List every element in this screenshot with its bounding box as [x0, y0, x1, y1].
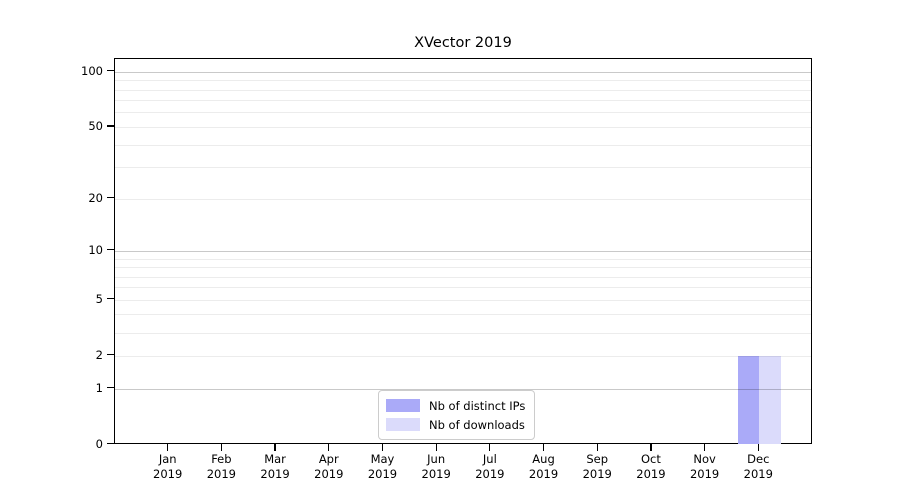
y-tick-mark [107, 386, 114, 389]
x-tick-month: Dec [747, 452, 770, 466]
y-tick-label: 5 [95, 291, 103, 306]
minor-gridline [115, 198, 811, 200]
minor-gridline [115, 144, 811, 146]
x-tick-month: Mar [264, 452, 286, 466]
x-tick-mark [757, 444, 759, 451]
legend-label-distinct-ips: Nb of distinct IPs [429, 398, 526, 413]
minor-gridline [115, 299, 811, 301]
y-tick-label: 20 [88, 190, 103, 205]
x-tick-label: Apr 2019 [301, 452, 357, 482]
y-tick-label: 2 [95, 347, 103, 362]
legend: Nb of distinct IPs Nb of downloads [378, 390, 536, 440]
y-tick-mark [107, 196, 114, 199]
x-tick-label: Jul 2019 [462, 452, 518, 482]
x-tick-mark [542, 444, 545, 451]
x-tick-year: 2019 [153, 467, 183, 481]
minor-gridline [115, 287, 811, 289]
minor-gridline [115, 276, 811, 278]
x-tick-month: Nov [693, 452, 716, 466]
x-tick-year: 2019 [475, 467, 505, 481]
y-tick-mark [107, 249, 114, 251]
y-tick-mark [107, 70, 114, 72]
y-tick-label: 50 [88, 118, 103, 133]
y-tick-mark [107, 125, 114, 127]
x-tick-year: 2019 [582, 467, 612, 481]
x-tick-month: May [370, 452, 395, 466]
minor-gridline [115, 267, 811, 268]
minor-gridline [115, 332, 811, 334]
x-tick-month: Jun [427, 452, 446, 466]
x-tick-label: Oct 2019 [623, 452, 679, 482]
major-gridline [115, 71, 811, 73]
plot-area [114, 58, 812, 445]
x-tick-year: 2019 [206, 467, 237, 481]
y-tick-mark [107, 354, 114, 356]
minor-gridline [115, 126, 811, 128]
y-tick-mark [107, 442, 114, 445]
x-tick-year: 2019 [260, 467, 290, 481]
minor-gridline [115, 100, 811, 102]
x-tick-mark [596, 444, 598, 451]
x-tick-mark [274, 444, 276, 451]
x-tick-label: Aug 2019 [516, 452, 572, 482]
x-tick-year: 2019 [421, 467, 451, 481]
x-tick-mark [703, 444, 706, 451]
x-tick-mark [435, 444, 437, 451]
legend-item-distinct-ips: Nb of distinct IPs [386, 396, 525, 415]
minor-gridline [115, 167, 811, 169]
minor-gridline [115, 80, 811, 82]
x-tick-year: 2019 [743, 467, 773, 481]
x-tick-year: 2019 [314, 467, 344, 481]
x-tick-label: Mar 2019 [247, 452, 303, 482]
x-tick-year: 2019 [636, 467, 666, 481]
x-tick-mark [381, 444, 384, 451]
x-tick-month: Sep [586, 452, 609, 466]
x-tick-mark [220, 444, 223, 451]
x-tick-label: Nov 2019 [677, 452, 733, 482]
x-tick-year: 2019 [528, 467, 559, 481]
x-tick-mark [328, 444, 330, 451]
x-tick-year: 2019 [367, 467, 398, 481]
y-tick-label: 1 [95, 380, 103, 395]
y-tick-label: 0 [95, 436, 103, 451]
y-tick-label: 10 [88, 242, 103, 257]
x-tick-month: Jan [158, 452, 177, 466]
x-tick-label: Feb 2019 [193, 452, 249, 482]
minor-gridline [115, 89, 811, 91]
x-tick-month: Jul [482, 452, 497, 466]
x-tick-month: Apr [318, 452, 339, 466]
minor-gridline [115, 112, 811, 114]
y-tick-label: 100 [81, 63, 103, 78]
x-tick-mark [167, 444, 169, 451]
x-tick-label: Jun 2019 [408, 452, 464, 482]
x-tick-label: Sep 2019 [569, 452, 625, 482]
x-tick-label: Dec 2019 [730, 452, 786, 482]
legend-label-downloads: Nb of downloads [429, 417, 525, 432]
x-tick-mark [650, 444, 652, 451]
minor-gridline [115, 314, 811, 316]
minor-gridline [115, 258, 811, 260]
legend-item-downloads: Nb of downloads [386, 415, 525, 434]
y-tick-mark [107, 298, 114, 300]
x-tick-label: Jan 2019 [140, 452, 196, 482]
major-gridline [115, 388, 811, 390]
legend-swatch-distinct-ips [386, 399, 420, 412]
bar-dec-s0 [737, 355, 760, 445]
chart-title: XVector 2019 [414, 35, 512, 51]
x-tick-month: Aug [532, 452, 555, 466]
minor-gridline [115, 355, 811, 357]
x-tick-label: May 2019 [354, 452, 410, 482]
major-gridline [115, 250, 811, 252]
x-tick-mark [489, 444, 491, 451]
x-tick-month: Feb [211, 452, 232, 466]
x-tick-year: 2019 [689, 467, 720, 481]
bar-dec-s1 [759, 355, 781, 445]
x-tick-month: Oct [640, 452, 661, 466]
legend-swatch-downloads [386, 418, 420, 431]
